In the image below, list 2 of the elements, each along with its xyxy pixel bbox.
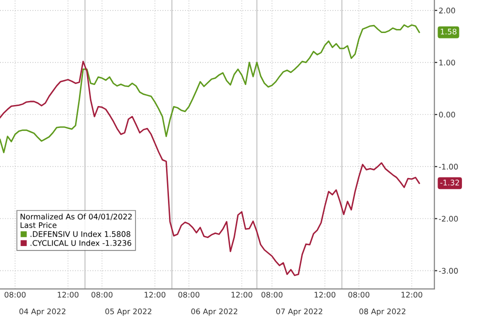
line-series — [0, 60, 420, 276]
line-series — [0, 24, 420, 154]
